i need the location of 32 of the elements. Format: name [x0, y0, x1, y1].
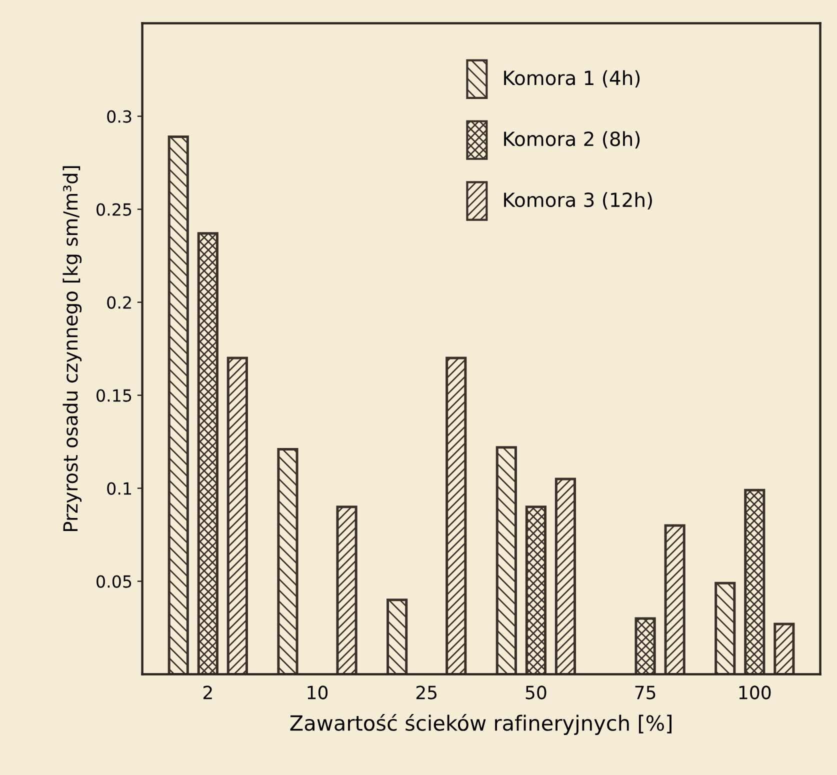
x-tick-label: 100: [739, 686, 771, 700]
bar: [386, 598, 408, 674]
x-tick-label: 10: [308, 686, 328, 700]
y-tick-label: 0.15: [96, 389, 132, 402]
bar: [525, 506, 546, 674]
x-tick-label: 2: [203, 686, 212, 700]
x-tick-label: 50: [526, 686, 546, 700]
legend-label: Komora 1 (4h): [504, 70, 640, 88]
bar: [634, 617, 656, 674]
bar: [774, 622, 795, 674]
bar: [714, 582, 736, 674]
bar: [446, 356, 467, 674]
x-tick-label: 75: [635, 686, 656, 700]
bar: [496, 446, 517, 674]
x-axis-title: Zawartość ścieków rafineryjnych [%]: [290, 714, 672, 735]
legend-label: Komora 3 (12h): [504, 192, 652, 210]
y-tick-label: 0.3: [107, 110, 132, 123]
bar: [336, 506, 358, 674]
legend-label: Komora 2 (8h): [504, 131, 640, 148]
y-tick-label: 0.05: [96, 575, 132, 588]
bar: [744, 488, 766, 674]
bar: [277, 448, 298, 674]
bar: [226, 356, 248, 674]
y-axis-title: Przyrost osadu czynnego [kg sm/m³d]: [62, 166, 82, 532]
y-tick-label: 0.25: [96, 203, 132, 216]
y-tick-label: 0.2: [107, 296, 131, 309]
x-tick-label: 25: [416, 686, 437, 700]
bar: [664, 524, 686, 674]
bar: [554, 478, 576, 674]
bar: [168, 135, 189, 674]
y-tick-label: 0.1: [107, 482, 132, 495]
bar: [197, 232, 218, 674]
